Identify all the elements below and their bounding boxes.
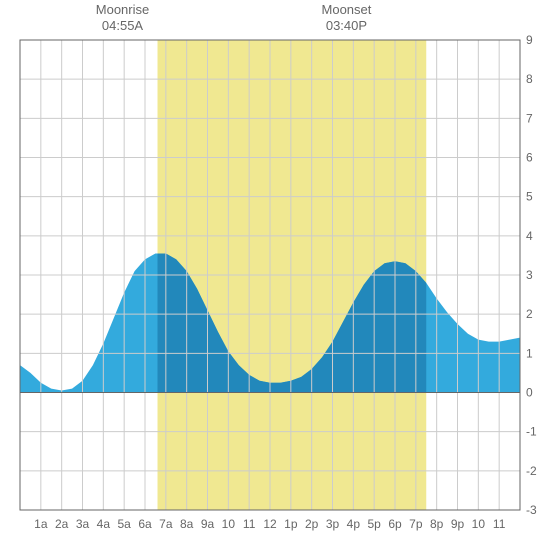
moonset-time: 03:40P xyxy=(306,18,386,34)
x-tick: 11 xyxy=(243,517,256,531)
x-tick: 7a xyxy=(159,517,173,531)
x-tick: 5a xyxy=(117,517,131,531)
x-tick: 11 xyxy=(493,517,506,531)
x-tick: 5p xyxy=(367,517,381,531)
moonrise-time: 04:55A xyxy=(83,18,163,34)
x-tick: 12 xyxy=(263,517,277,531)
y-tick: 1 xyxy=(526,346,533,360)
y-tick: -3 xyxy=(526,503,537,517)
x-tick: 8p xyxy=(430,517,444,531)
y-tick: 7 xyxy=(526,111,533,125)
y-tick: -1 xyxy=(526,425,537,439)
tide-chart: Moonrise 04:55A Moonset 03:40P -3-2-1012… xyxy=(0,0,550,550)
moonrise-title: Moonrise xyxy=(83,2,163,18)
x-tick: 10 xyxy=(222,517,236,531)
x-tick: 4p xyxy=(347,517,361,531)
y-tick: 0 xyxy=(526,386,533,400)
y-tick: 3 xyxy=(526,268,533,282)
x-tick: 10 xyxy=(472,517,486,531)
x-tick: 6a xyxy=(138,517,152,531)
y-tick: 6 xyxy=(526,151,533,165)
y-tick: 2 xyxy=(526,307,533,321)
y-tick: 5 xyxy=(526,190,533,204)
x-tick: 7p xyxy=(409,517,423,531)
x-tick: 4a xyxy=(97,517,111,531)
y-tick: 9 xyxy=(526,33,533,47)
y-tick: 8 xyxy=(526,72,533,86)
x-tick: 3a xyxy=(76,517,90,531)
x-tick: 1p xyxy=(284,517,298,531)
moonset-label: Moonset 03:40P xyxy=(306,2,386,35)
x-tick: 8a xyxy=(180,517,194,531)
x-tick: 2a xyxy=(55,517,69,531)
x-tick: 3p xyxy=(326,517,340,531)
x-tick: 9p xyxy=(451,517,465,531)
y-tick: -2 xyxy=(526,464,537,478)
x-tick: 1a xyxy=(34,517,48,531)
moonrise-label: Moonrise 04:55A xyxy=(83,2,163,35)
chart-svg: -3-2-101234567891a2a3a4a5a6a7a8a9a101112… xyxy=(0,0,550,550)
y-tick: 4 xyxy=(526,229,533,243)
x-tick: 9a xyxy=(201,517,215,531)
moonset-title: Moonset xyxy=(306,2,386,18)
x-tick: 6p xyxy=(388,517,402,531)
x-tick: 2p xyxy=(305,517,319,531)
